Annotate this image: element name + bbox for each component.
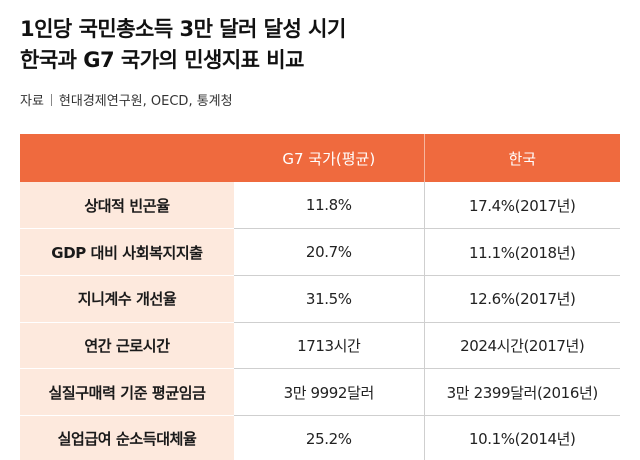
header-g7: G7 국가(평균): [234, 134, 425, 182]
g7-value: 20.7%: [234, 228, 425, 276]
korea-value: 12.6%(2017년): [424, 275, 620, 323]
row-label: 상대적 빈곤율: [20, 182, 234, 230]
page-title-line1: 1인당 국민총소득 3만 달러 달성 시기: [20, 17, 346, 41]
g7-value: 25.2%: [234, 415, 425, 460]
source-divider: [50, 94, 52, 106]
title-block: 1인당 국민총소득 3만 달러 달성 시기 한국과 G7 국가의 민생지표 비교: [20, 14, 346, 76]
row-label: 실질구매력 기준 평균임금: [20, 368, 234, 416]
source-label: 자료: [20, 94, 44, 109]
korea-value: 11.1%(2018년): [424, 228, 620, 276]
korea-value: 3만 2399달러(2016년): [424, 368, 620, 416]
g7-value: 11.8%: [234, 182, 425, 230]
g7-value: 3만 9992달러: [234, 368, 425, 416]
source-text: 현대경제연구원, OECD, 통계청: [58, 94, 233, 109]
row-label: 지니계수 개선율: [20, 275, 234, 323]
table-header-row: G7 국가(평균) 한국: [20, 134, 620, 182]
g7-value: 31.5%: [234, 275, 425, 323]
korea-value: 2024시간(2017년): [424, 322, 620, 370]
table-row: GDP 대비 사회복지지출 20.7% 11.1%(2018년): [20, 228, 620, 276]
row-label: GDP 대비 사회복지지출: [20, 228, 234, 276]
comparison-table: G7 국가(평균) 한국 상대적 빈곤율 11.8% 17.4%(2017년) …: [20, 134, 620, 460]
header-korea: 한국: [424, 134, 620, 182]
header-empty: [20, 134, 234, 182]
page-title-line2: 한국과 G7 국가의 민생지표 비교: [20, 48, 304, 72]
table-row: 지니계수 개선율 31.5% 12.6%(2017년): [20, 275, 620, 323]
korea-value: 10.1%(2014년): [424, 415, 620, 460]
row-label: 연간 근로시간: [20, 322, 234, 370]
korea-value: 17.4%(2017년): [424, 182, 620, 230]
table-row: 실업급여 순소득대체율 25.2% 10.1%(2014년): [20, 415, 620, 460]
row-label: 실업급여 순소득대체율: [20, 415, 234, 460]
table-row: 실질구매력 기준 평균임금 3만 9992달러 3만 2399달러(2016년): [20, 368, 620, 416]
source-note: 자료 현대경제연구원, OECD, 통계청: [20, 90, 233, 109]
g7-value: 1713시간: [234, 322, 425, 370]
table-row: 상대적 빈곤율 11.8% 17.4%(2017년): [20, 182, 620, 230]
table-row: 연간 근로시간 1713시간 2024시간(2017년): [20, 322, 620, 370]
